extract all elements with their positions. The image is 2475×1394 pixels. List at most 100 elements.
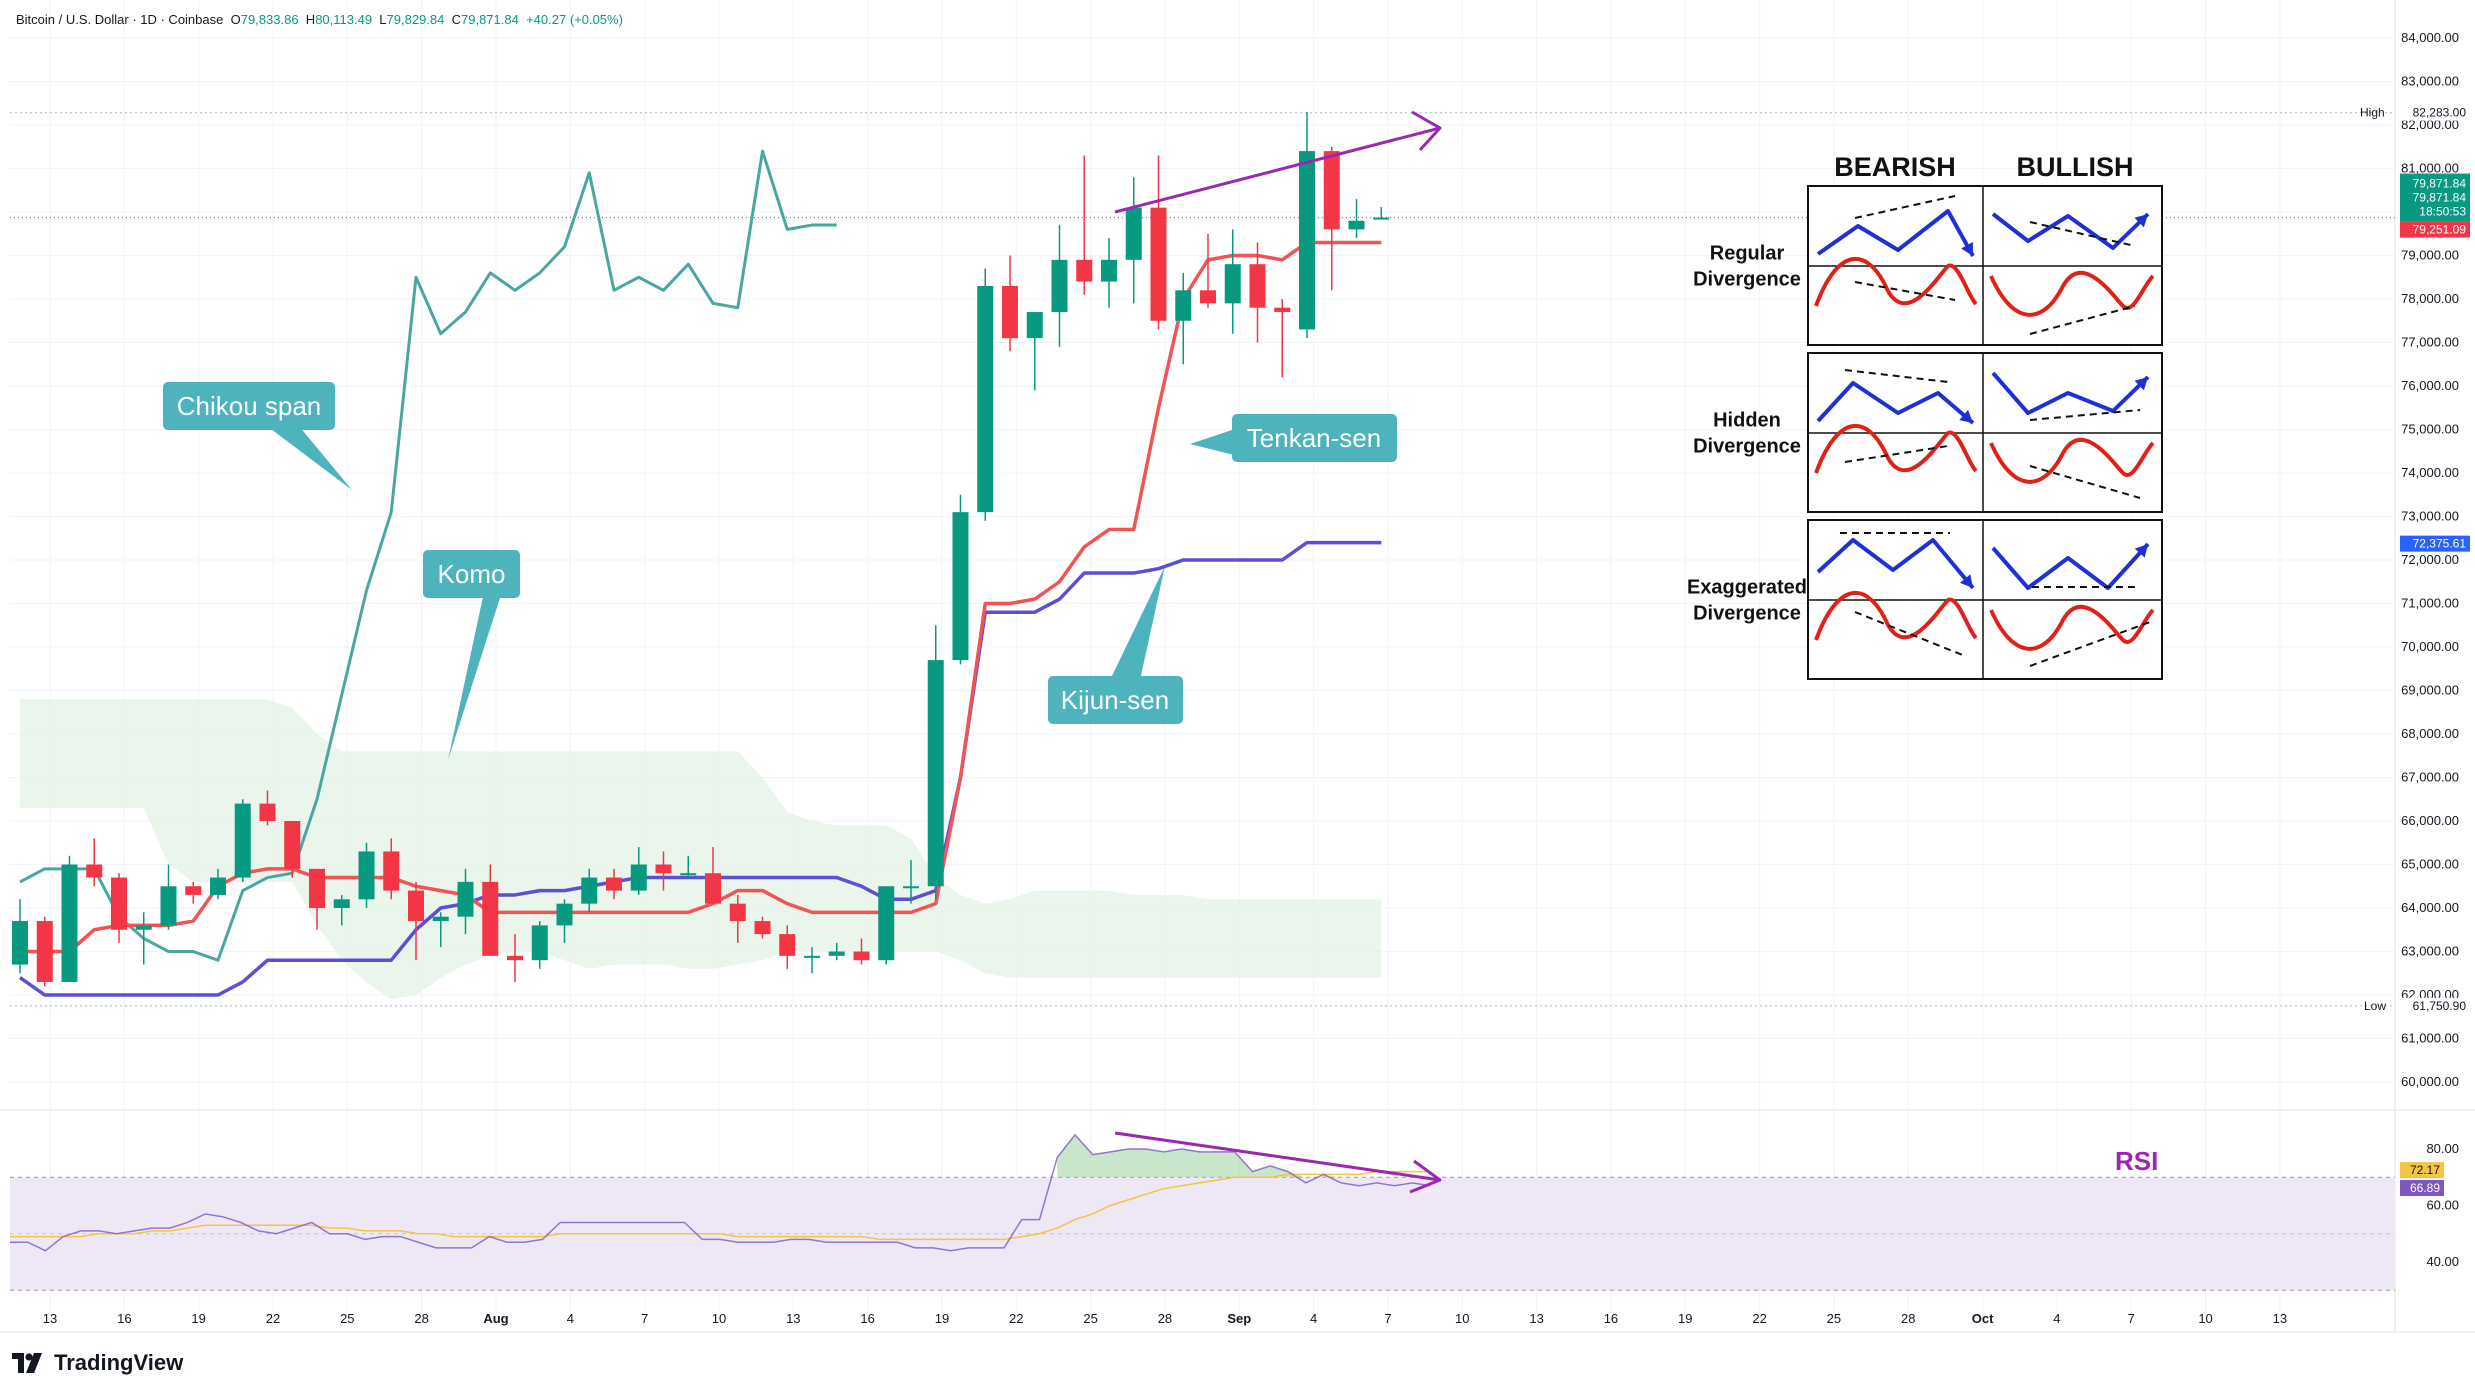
- candle-body: [408, 890, 424, 922]
- candle-body: [1125, 207, 1142, 260]
- low-tag-bg: [2400, 997, 2470, 1014]
- rsi-axis-tick: 60.00: [2426, 1198, 2459, 1213]
- brand-name: TradingView: [54, 1350, 184, 1375]
- candle-body: [556, 903, 573, 926]
- hidden-bullish-price-head: [2134, 377, 2148, 391]
- tradingview-brand[interactable]: TradingView: [12, 1350, 183, 1376]
- divergence-row-label: Hidden: [1713, 410, 1781, 432]
- change-value: +40.27 (+0.05%): [526, 12, 623, 27]
- time-axis-tick: 25: [1827, 1311, 1841, 1326]
- regular-bullish-rsi-dash: [2029, 305, 2136, 335]
- candle-body: [754, 921, 771, 935]
- kumo-cloud: [20, 699, 1382, 1000]
- candle-body: [977, 285, 994, 513]
- rsi-overbought-fill: [1057, 1134, 1342, 1178]
- komo-callout-label: Komo: [438, 559, 506, 589]
- time-axis-tick: 19: [191, 1311, 205, 1326]
- regular-bearish-price: [1816, 209, 1975, 257]
- kijun-callout-pointer: [1110, 566, 1165, 680]
- exaggerated-bearish-price: [1816, 538, 1975, 590]
- time-axis-tick: 13: [2273, 1311, 2287, 1326]
- candle-body: [61, 864, 78, 982]
- last-price-block: [2400, 173, 2470, 222]
- price-axis-tick: 64,000.00: [2401, 900, 2459, 915]
- candle-body: [259, 803, 276, 821]
- rsi-divergence-arrow: [1114, 1131, 1441, 1182]
- candle-body: [135, 925, 152, 930]
- rsi-ma-tag-bg: [2400, 1162, 2444, 1179]
- rsi-axis-tick: 40.00: [2426, 1254, 2459, 1269]
- hidden-bullish-rsi: [1989, 437, 2155, 484]
- price-axis-tick: 60,000.00: [2401, 1074, 2459, 1089]
- price-axis-tick: 79,000.00: [2401, 248, 2459, 263]
- candle-body: [309, 868, 325, 908]
- price-axis-tick: 76,000.00: [2401, 378, 2459, 393]
- regular-bearish-rsi-dash: [1854, 281, 1956, 301]
- candle-body: [432, 916, 449, 922]
- price-axis-tick: 73,000.00: [2401, 509, 2459, 524]
- time-axis-tick: 16: [117, 1311, 131, 1326]
- candle-body: [606, 877, 622, 891]
- candle-body: [111, 877, 127, 930]
- price-axis[interactable]: 84,000.0083,000.0082,000.0081,000.0080,0…: [2360, 30, 2470, 1089]
- time-axis-tick: 13: [43, 1311, 57, 1326]
- candle-body: [210, 877, 226, 895]
- rsi-title: RSI: [2115, 1146, 2158, 1176]
- candle-body: [804, 955, 820, 958]
- time-axis-tick: 19: [1678, 1311, 1692, 1326]
- time-axis-tick: 22: [266, 1311, 280, 1326]
- divergence-row-label: Regular: [1710, 243, 1785, 265]
- hidden-bearish-price-head: [1959, 409, 1973, 423]
- candle-body: [86, 864, 103, 878]
- candle-body: [1323, 151, 1340, 230]
- candle-body: [1002, 285, 1018, 339]
- exaggerated-bullish-rsi: [1989, 604, 2155, 651]
- countdown-tag: 18:50:53: [2419, 205, 2466, 219]
- regular-bullish-price-head: [2134, 214, 2148, 228]
- kijun-tag-bg: [2400, 535, 2470, 552]
- candle-body: [1051, 259, 1068, 313]
- candle-body: [234, 803, 251, 878]
- kijun-sen-line: [18, 540, 1382, 997]
- candle-body: [1249, 264, 1266, 308]
- hidden-bearish-rsi-dash: [1844, 445, 1949, 463]
- candle-body: [1348, 220, 1365, 230]
- komo-callout-box: [423, 550, 520, 598]
- time-axis-tick: 28: [1158, 1311, 1172, 1326]
- price-axis-tick: 72,000.00: [2401, 552, 2459, 567]
- hidden-bearish-price: [1816, 381, 1975, 425]
- price-axis-tick: 63,000.00: [2401, 944, 2459, 959]
- low-label: Low: [2364, 999, 2386, 1013]
- hidden-bullish-price-dash: [2029, 409, 2141, 421]
- rsi-tag-bg: [2400, 1180, 2444, 1197]
- time-axis-tick: 10: [2198, 1311, 2212, 1326]
- symbol-title[interactable]: Bitcoin / U.S. Dollar · 1D · Coinbase: [16, 12, 224, 27]
- close-value: 79,871.84: [461, 12, 519, 27]
- candle-body: [531, 925, 548, 961]
- rsi-pane: 80.00 60.00 40.00 72.17 66.89 RSI: [10, 1131, 2459, 1291]
- symbol-header: Bitcoin / U.S. Dollar · 1D · Coinbase O7…: [16, 12, 623, 27]
- candle-body: [1076, 259, 1093, 282]
- candle-body: [160, 886, 177, 926]
- last-price-tag: 79,871.84: [2413, 177, 2467, 191]
- candle-body: [1026, 312, 1043, 339]
- time-axis-tick: 4: [567, 1311, 574, 1326]
- candle-body: [1101, 259, 1117, 282]
- high-value: 80,113.49: [315, 12, 373, 27]
- candle-body: [779, 934, 796, 956]
- time-axis-tick: 7: [2128, 1311, 2135, 1326]
- time-axis[interactable]: 13 16 19 22 25 28 Aug 4 7 10 13 16 19 22 25 28 Sep 4 7 10 13…: [43, 1311, 2287, 1326]
- candle-body: [12, 921, 28, 965]
- price-axis-tick: 69,000.00: [2401, 683, 2459, 698]
- rsi-ma-tag: 72.17: [2410, 1163, 2440, 1177]
- high-tag-text: 82,283.00: [2413, 106, 2467, 120]
- price-axis-tick: 78,000.00: [2401, 291, 2459, 306]
- time-axis-tick: 10: [712, 1311, 726, 1326]
- kijun-callout-label: Kijun-sen: [1061, 685, 1169, 715]
- divergence-row-label-2: Divergence: [1693, 269, 1801, 291]
- time-axis-tick: Aug: [483, 1311, 508, 1326]
- low-value: 79,829.84: [386, 12, 445, 27]
- hidden-bearish-rsi: [1814, 424, 1978, 474]
